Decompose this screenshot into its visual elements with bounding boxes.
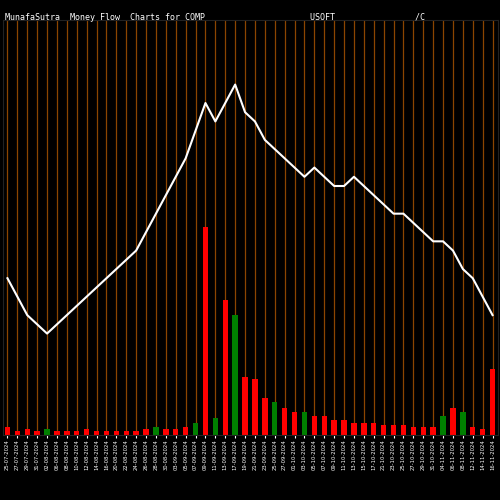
Bar — [222, 300, 228, 435]
Bar — [173, 429, 178, 435]
Bar — [490, 368, 496, 435]
Bar — [460, 412, 466, 435]
Bar — [14, 431, 20, 435]
Bar — [124, 431, 129, 435]
Bar — [74, 431, 80, 435]
Bar — [262, 398, 268, 435]
Bar — [440, 416, 446, 435]
Bar — [44, 429, 50, 435]
Bar — [351, 422, 356, 435]
Bar — [104, 431, 109, 435]
Text: MunafaSutra  Money Flow  Charts for COMP                     USOFT              : MunafaSutra Money Flow Charts for COMP U… — [5, 12, 425, 22]
Bar — [144, 429, 149, 435]
Bar — [400, 424, 406, 435]
Bar — [410, 426, 416, 435]
Bar — [342, 420, 347, 435]
Bar — [34, 431, 40, 435]
Bar — [114, 431, 119, 435]
Bar — [381, 424, 386, 435]
Bar — [242, 377, 248, 435]
Bar — [84, 429, 89, 435]
Bar — [252, 379, 258, 435]
Bar — [302, 412, 307, 435]
Bar — [64, 431, 70, 435]
Bar — [153, 426, 158, 435]
Bar — [430, 426, 436, 435]
Bar — [361, 422, 366, 435]
Bar — [193, 422, 198, 435]
Bar — [420, 426, 426, 435]
Bar — [54, 431, 60, 435]
Bar — [212, 418, 218, 435]
Bar — [272, 402, 278, 435]
Bar — [4, 426, 10, 435]
Bar — [134, 431, 139, 435]
Bar — [470, 426, 476, 435]
Bar — [292, 412, 298, 435]
Bar — [450, 408, 456, 435]
Bar — [322, 416, 327, 435]
Bar — [282, 408, 288, 435]
Bar — [232, 314, 238, 435]
Bar — [371, 422, 376, 435]
Bar — [480, 429, 486, 435]
Bar — [94, 431, 100, 435]
Bar — [391, 424, 396, 435]
Bar — [312, 416, 317, 435]
Bar — [202, 228, 208, 435]
Bar — [24, 429, 30, 435]
Bar — [183, 426, 188, 435]
Bar — [332, 420, 337, 435]
Bar — [163, 429, 168, 435]
